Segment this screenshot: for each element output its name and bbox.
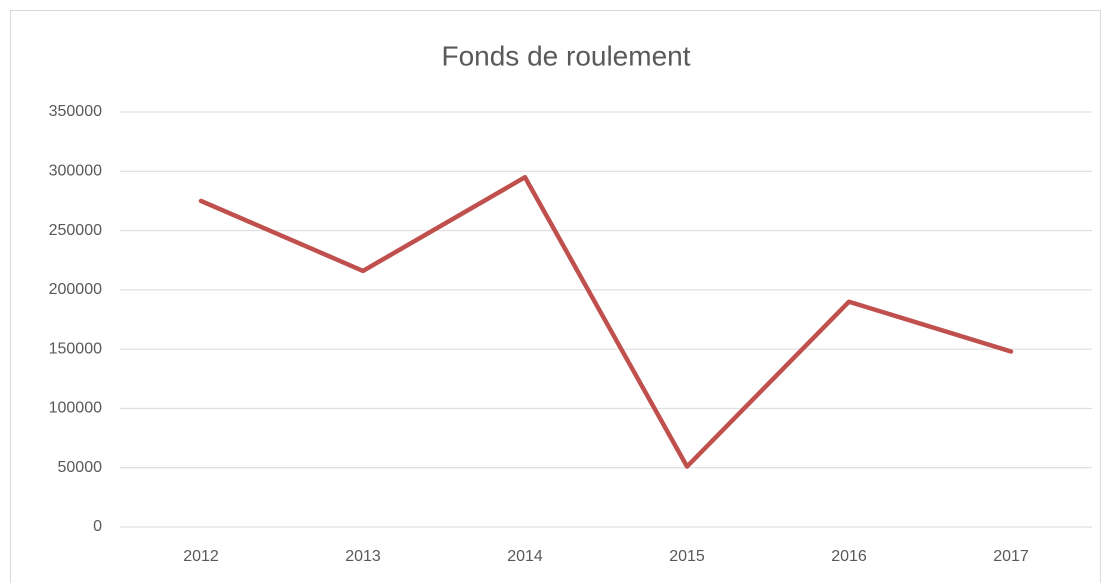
x-tick-label: 2015 <box>669 548 705 565</box>
y-tick-label: 350000 <box>49 103 102 120</box>
chart-title: Fonds de roulement <box>441 40 690 71</box>
y-tick-label: 150000 <box>49 340 102 357</box>
x-tick-label: 2016 <box>831 548 867 565</box>
y-tick-label: 200000 <box>49 281 102 298</box>
data-line <box>198 174 1014 469</box>
x-tick-label: 2012 <box>183 548 219 565</box>
y-tick-label: 50000 <box>58 459 103 476</box>
x-tick-label: 2013 <box>345 548 381 565</box>
y-tick-label: 100000 <box>49 400 102 417</box>
y-tick-label: 250000 <box>49 222 102 239</box>
y-tick-label: 0 <box>93 518 102 535</box>
x-tick-label: 2014 <box>507 548 543 565</box>
x-tick-label: 2017 <box>993 548 1029 565</box>
chart-border <box>10 10 1101 583</box>
y-tick-label: 300000 <box>49 163 102 180</box>
